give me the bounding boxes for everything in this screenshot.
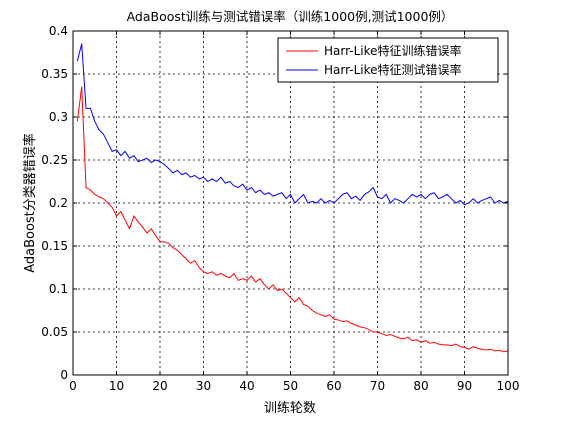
x-tick-label: 80 bbox=[413, 379, 428, 393]
y-axis-label: AdaBoost分类器错误率 bbox=[22, 133, 38, 273]
x-axis-label: 训练轮数 bbox=[264, 401, 316, 416]
x-tick-label: 100 bbox=[497, 379, 520, 393]
x-tick-label: 40 bbox=[239, 379, 254, 393]
series-lines bbox=[76, 43, 509, 353]
y-tick-label: 0 bbox=[60, 368, 68, 382]
y-tick-label: 0.3 bbox=[49, 110, 68, 124]
y-tick-label: 0.2 bbox=[49, 196, 68, 210]
y-tick-label: 0.35 bbox=[41, 67, 68, 81]
legend-label-1: Harr-Like特征训练错误率 bbox=[324, 43, 462, 58]
legend-box bbox=[277, 37, 499, 83]
legend-label-2: Harr-Like特征测试错误率 bbox=[324, 62, 462, 77]
x-tick-label: 20 bbox=[152, 379, 167, 393]
x-tick-label: 50 bbox=[283, 379, 298, 393]
y-tick-label: 0.05 bbox=[41, 325, 68, 339]
x-tick-label: 0 bbox=[69, 379, 77, 393]
series-line-2 bbox=[76, 43, 509, 206]
axes: 0 10 20 30 40 50 60 70 80 90 100 0 0.05 0.1 0.15 0.2 0.2… bbox=[41, 24, 519, 393]
series-line-1 bbox=[76, 86, 509, 353]
x-tick-label: 60 bbox=[326, 379, 341, 393]
y-tick-label: 0.4 bbox=[49, 24, 68, 38]
y-tick-label: 0.25 bbox=[41, 153, 68, 167]
y-tick-label: 0.15 bbox=[41, 239, 68, 253]
chart-title: AdaBoost训练与测试错误率（训练1000例,测试1000例） bbox=[127, 9, 454, 24]
x-tick-label: 90 bbox=[457, 379, 472, 393]
x-tick-label: 30 bbox=[196, 379, 211, 393]
y-tick-label: 0.1 bbox=[49, 282, 68, 296]
x-tick-label: 10 bbox=[109, 379, 124, 393]
x-tick-label: 70 bbox=[370, 379, 385, 393]
legend: Harr-Like特征训练错误率 Harr-Like特征测试错误率 bbox=[277, 37, 499, 83]
